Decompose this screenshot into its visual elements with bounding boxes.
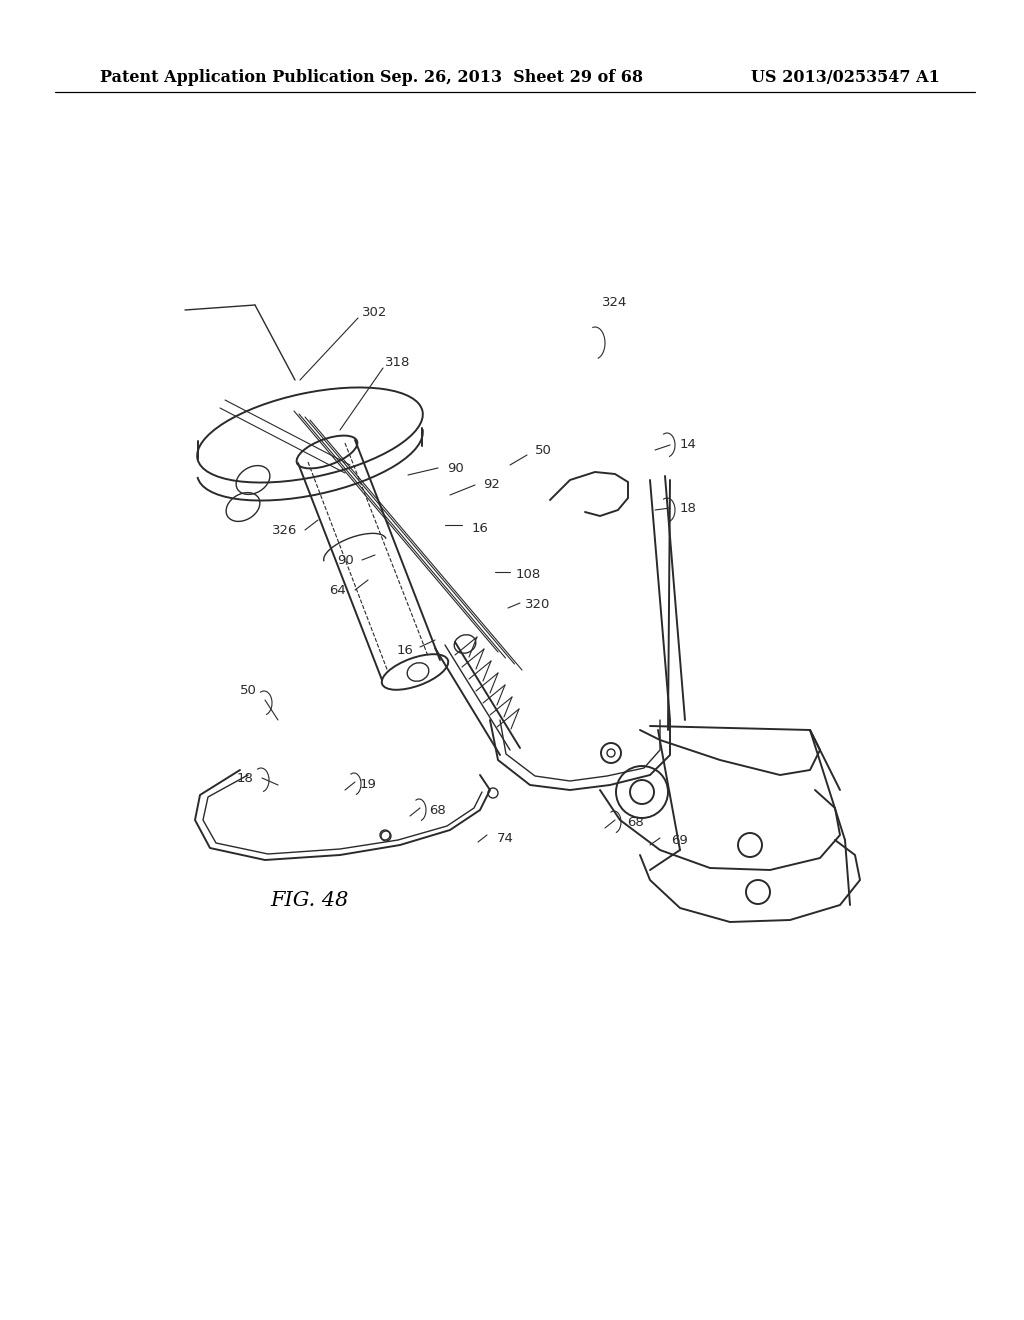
Text: 320: 320	[525, 598, 551, 611]
Text: 16: 16	[472, 521, 488, 535]
Text: 324: 324	[602, 296, 628, 309]
Text: 19: 19	[359, 779, 377, 792]
Text: 68: 68	[429, 804, 445, 817]
Text: 326: 326	[272, 524, 298, 536]
Text: 90: 90	[337, 553, 353, 566]
Text: US 2013/0253547 A1: US 2013/0253547 A1	[752, 70, 940, 87]
Text: 318: 318	[385, 355, 411, 368]
Text: Patent Application Publication: Patent Application Publication	[100, 70, 375, 87]
Text: Sep. 26, 2013  Sheet 29 of 68: Sep. 26, 2013 Sheet 29 of 68	[381, 70, 643, 87]
Text: 64: 64	[330, 583, 346, 597]
Text: 74: 74	[497, 832, 513, 845]
Text: 92: 92	[483, 479, 501, 491]
Text: FIG. 48: FIG. 48	[270, 891, 349, 909]
Text: 16: 16	[396, 644, 414, 656]
Text: 108: 108	[515, 569, 541, 582]
Text: 50: 50	[240, 684, 256, 697]
Text: 50: 50	[535, 444, 552, 457]
Text: 18: 18	[237, 771, 253, 784]
Text: 14: 14	[680, 438, 696, 451]
Text: 90: 90	[447, 462, 464, 474]
Text: 69: 69	[672, 833, 688, 846]
Text: 302: 302	[362, 305, 388, 318]
Text: 18: 18	[680, 502, 696, 515]
Text: 68: 68	[627, 816, 643, 829]
